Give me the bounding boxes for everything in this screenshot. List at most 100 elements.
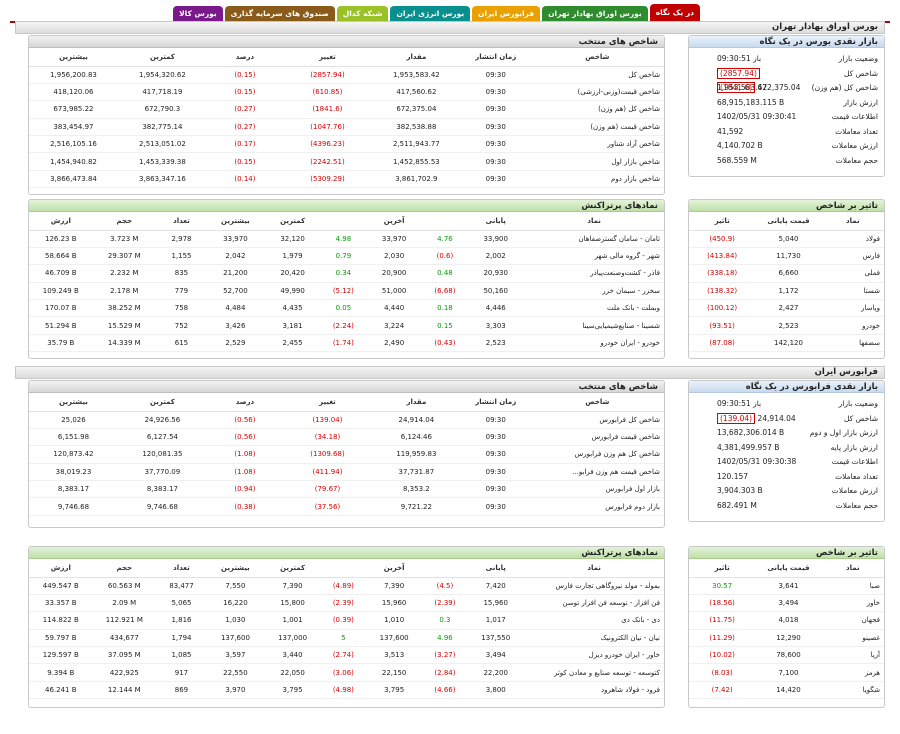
column-header[interactable]: زمان انتشار (460, 393, 531, 412)
symbol-cell[interactable]: وپاسار (821, 299, 884, 318)
symbol-cell[interactable]: فرود - فولاد شاهرود (524, 681, 664, 700)
table-row[interactable]: خودرو 2,523 (93.51) (689, 316, 884, 335)
table-row[interactable]: شسینا - صنایع‌شیمیایی‌سینا 3,303 0.15 3,224… (29, 316, 664, 335)
symbol-cell[interactable]: بازار دوم فرابورس (530, 497, 664, 516)
symbol-cell[interactable]: غصینو (821, 629, 884, 648)
symbol-cell[interactable]: شاخص قیمت(وزنی-ارزشی) (530, 83, 664, 102)
table-row[interactable]: شاخص بازار دوم 09:30 3,861,702.9 (5309.29)(… (29, 170, 664, 189)
column-header[interactable]: پایانی (467, 212, 525, 231)
column-header[interactable]: بیشترین (29, 393, 118, 412)
table-row[interactable]: فملی 6,660 (338.18) (689, 264, 884, 283)
table-row[interactable]: نیان - نیان الکترونیک 137,550 4.96 137,600 5… (29, 629, 664, 648)
table-row[interactable]: شاخص کل (هم وزن) 09:30 672,375.04 (1841.6)(… (29, 100, 664, 119)
column-header[interactable]: آخرین (365, 559, 423, 578)
column-header[interactable]: حجم (92, 559, 157, 578)
symbol-cell[interactable]: نیان - نیان الکترونیک (524, 629, 664, 648)
column-header[interactable]: نماد (821, 559, 884, 578)
column-header[interactable]: تعداد (156, 212, 207, 231)
column-header[interactable]: قیمت پایانی (755, 212, 822, 231)
table-row[interactable]: فرود - فولاد شاهرود 3,800 (4.66) 3,795 (4.98… (29, 681, 664, 700)
symbol-cell[interactable]: ثامان - سامان گسترصفاهان (524, 230, 664, 248)
table-row[interactable]: کتوسعه - توسعه صنایع و معادن کوثر 22,200(… (29, 663, 664, 682)
column-header[interactable]: مقدار (371, 48, 461, 67)
column-header[interactable]: بیشترین (206, 559, 264, 578)
column-header[interactable]: آخرین (365, 212, 423, 231)
symbol-cell[interactable]: فجهان (821, 611, 884, 630)
symbol-cell[interactable]: شاخص بازار دوم (530, 170, 664, 189)
symbol-cell[interactable]: شاخص کل هم وزن فرابورس (530, 445, 664, 464)
symbol-cell[interactable]: شاخص کل (هم وزن) (530, 100, 664, 119)
column-header[interactable]: زمان انتشار (460, 48, 531, 67)
symbol-cell[interactable]: فولاد (821, 230, 884, 248)
table-row[interactable]: دی - بانک دی 1,017 0.3 1,010 (0.39) 1,001 1,03… (29, 611, 664, 630)
symbol-cell[interactable]: هرمز (821, 663, 884, 682)
symbol-cell[interactable]: سخزر - سیمان خزر (524, 282, 664, 301)
market-tab[interactable]: صندوق های سرمایه گذاری (224, 6, 335, 22)
table-row[interactable]: شاخص آزاد شناور 09:30 2,511,943.77 (4396.23… (29, 135, 664, 154)
column-header[interactable]: درصد (206, 393, 284, 412)
symbol-cell[interactable]: شهر - گروه مالی شهر (524, 247, 664, 266)
column-header[interactable] (321, 559, 366, 578)
table-row[interactable]: صبا 3,641 30.57 (689, 577, 884, 595)
market-tab[interactable]: در یک نگاه (649, 4, 700, 22)
market-tab[interactable]: شبکه کدال (336, 6, 389, 22)
column-header[interactable]: قیمت پایانی (755, 559, 822, 578)
symbol-cell[interactable]: فن افزار - توسعه فن افزار توسن (524, 594, 664, 613)
column-header[interactable]: بیشترین (206, 212, 264, 231)
table-row[interactable]: غصینو 12,290 (11.29) (689, 629, 884, 648)
table-row[interactable]: شاخص کل 09:30 1,953,583.42 (2857.94) (0.15) 1… (29, 66, 664, 84)
column-header[interactable]: مقدار (371, 393, 461, 412)
column-header[interactable]: حجم (92, 212, 157, 231)
table-row[interactable]: بازار دوم فرابورس 09:30 9,721.22 (37.56) (0.… (29, 497, 664, 516)
symbol-cell[interactable]: خودرو - ایران‌ خودرو (524, 334, 664, 353)
column-header[interactable]: کمترین (117, 48, 207, 67)
column-header[interactable]: شاخص (530, 48, 664, 67)
symbol-cell[interactable]: بازار اول فرابورس (530, 480, 664, 499)
column-header[interactable]: کمترین (264, 559, 322, 578)
symbol-cell[interactable]: فملی (821, 264, 884, 283)
column-header[interactable]: ارزش (29, 559, 93, 578)
column-header[interactable]: شاخص (530, 393, 664, 412)
table-row[interactable]: فارس 11,730 (413.84) (689, 247, 884, 266)
table-row[interactable]: وپاسار 2,427 (100.12) (689, 299, 884, 318)
table-row[interactable]: بمولد - مولد نیروگاهی تجارت فارس 7,420 (4.… (29, 577, 664, 595)
table-row[interactable]: شاخص قیمت هم وزن فرابو... 09:30 37,731.87(… (29, 463, 664, 482)
symbol-cell[interactable]: شسینا - صنایع‌شیمیایی‌سینا (524, 316, 664, 335)
symbol-cell[interactable]: خاور - ایران خودرو دیزل (524, 646, 664, 665)
column-header[interactable] (422, 559, 468, 578)
symbol-cell[interactable]: آریا (821, 646, 884, 665)
column-header[interactable] (321, 212, 366, 231)
column-header[interactable]: بیشترین (29, 48, 118, 67)
symbol-cell[interactable]: شاخص کل فرابورس (530, 411, 664, 429)
symbol-cell[interactable]: کتوسعه - توسعه صنایع و معادن کوثر (524, 663, 664, 682)
table-row[interactable]: وبملت - بانک ملت 4,446 0.18 4,440 0.05 4,435 4… (29, 299, 664, 318)
table-row[interactable]: فاذر - کشت‌وصنعت‌پیاذر 20,930 0.48 20,900 0.… (29, 264, 664, 283)
table-row[interactable]: بازار اول فرابورس 09:30 8,353.2 (79.67) (0.9… (29, 480, 664, 499)
column-header[interactable]: ارزش (29, 212, 93, 231)
column-header[interactable]: تغییر (283, 48, 372, 67)
table-row[interactable]: آریا 78,600 (10.02) (689, 646, 884, 665)
table-row[interactable]: فولاد 5,040 (450.9) (689, 230, 884, 248)
market-tab[interactable]: بورس انرژی ایران (390, 6, 471, 22)
column-header[interactable]: تعداد (156, 559, 207, 578)
symbol-cell[interactable]: شگویا (821, 681, 884, 700)
table-row[interactable]: خاور - ایران خودرو دیزل 3,494 (3.27) 3,513(… (29, 646, 664, 665)
table-row[interactable]: فجهان 4,018 (11.75) (689, 611, 884, 630)
symbol-cell[interactable]: سصفها (821, 334, 884, 353)
symbol-cell[interactable]: خودرو (821, 316, 884, 335)
market-tab[interactable]: فرابورس ایران (472, 6, 541, 22)
symbol-cell[interactable]: شاخص کل (530, 66, 664, 84)
symbol-cell[interactable]: شاخص بازار اول (530, 152, 664, 171)
table-row[interactable]: شستا 1,172 (138.32) (689, 282, 884, 301)
symbol-cell[interactable]: فارس (821, 247, 884, 266)
symbol-cell[interactable]: شاخص قیمت فرابورس (530, 428, 664, 447)
table-row[interactable]: شاخص بازار اول 09:30 1,452,855.53 (2242.51)… (29, 152, 664, 171)
column-header[interactable]: تاثیر (689, 559, 756, 578)
column-header[interactable]: کمترین (117, 393, 207, 412)
table-row[interactable]: شاخص قیمت فرابورس 09:30 6,124.46 (34.18) (0.… (29, 428, 664, 447)
table-row[interactable]: شاخص قیمت (هم وزن) 09:30 382,538.88 (1047.7… (29, 118, 664, 137)
column-header[interactable]: نماد (524, 559, 664, 578)
symbol-cell[interactable]: شاخص قیمت هم وزن فرابو... (530, 463, 664, 482)
symbol-cell[interactable]: صبا (821, 577, 884, 595)
symbol-cell[interactable]: بمولد - مولد نیروگاهی تجارت فارس (524, 577, 664, 595)
